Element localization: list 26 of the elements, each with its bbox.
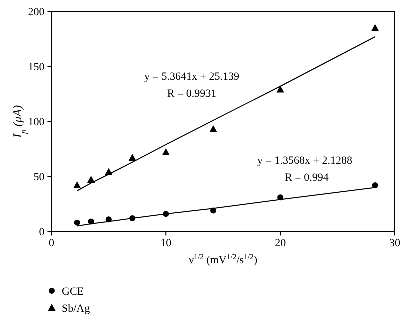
y-tick-label: 0 [39,226,46,239]
annotation: R = 0.994 [285,172,330,184]
point [372,24,380,32]
x-axis-title: ν$^{1/2}$ (mV$^{1/2}$/s$^{1/2}$) [189,252,258,267]
y-tick-label: 50 [34,172,46,184]
line-series [76,36,376,192]
x-tick-label: 0 [48,238,55,250]
y-tick-label: 200 [28,6,46,19]
y-tick-label: 100 [28,116,46,129]
x-tick-label: 20 [275,238,287,250]
x-tick-label: 10 [160,238,172,250]
point [128,154,136,161]
point [87,176,96,183]
point [162,148,170,156]
y-tick-label: 150 [28,62,46,74]
annotation: y = 1.3568x + 2.1288 [258,155,353,167]
annotation: R = 0.9931 [167,88,217,100]
legend-label: Sb/Ag [62,303,91,315]
point [74,220,80,226]
point [276,86,284,93]
x-tick-label: 30 [390,238,401,250]
legend-label: GCE [62,286,84,298]
annotation: y = 5.3641x + 25.139 [144,71,240,83]
point [210,125,218,132]
point [74,182,82,188]
point [372,182,378,188]
